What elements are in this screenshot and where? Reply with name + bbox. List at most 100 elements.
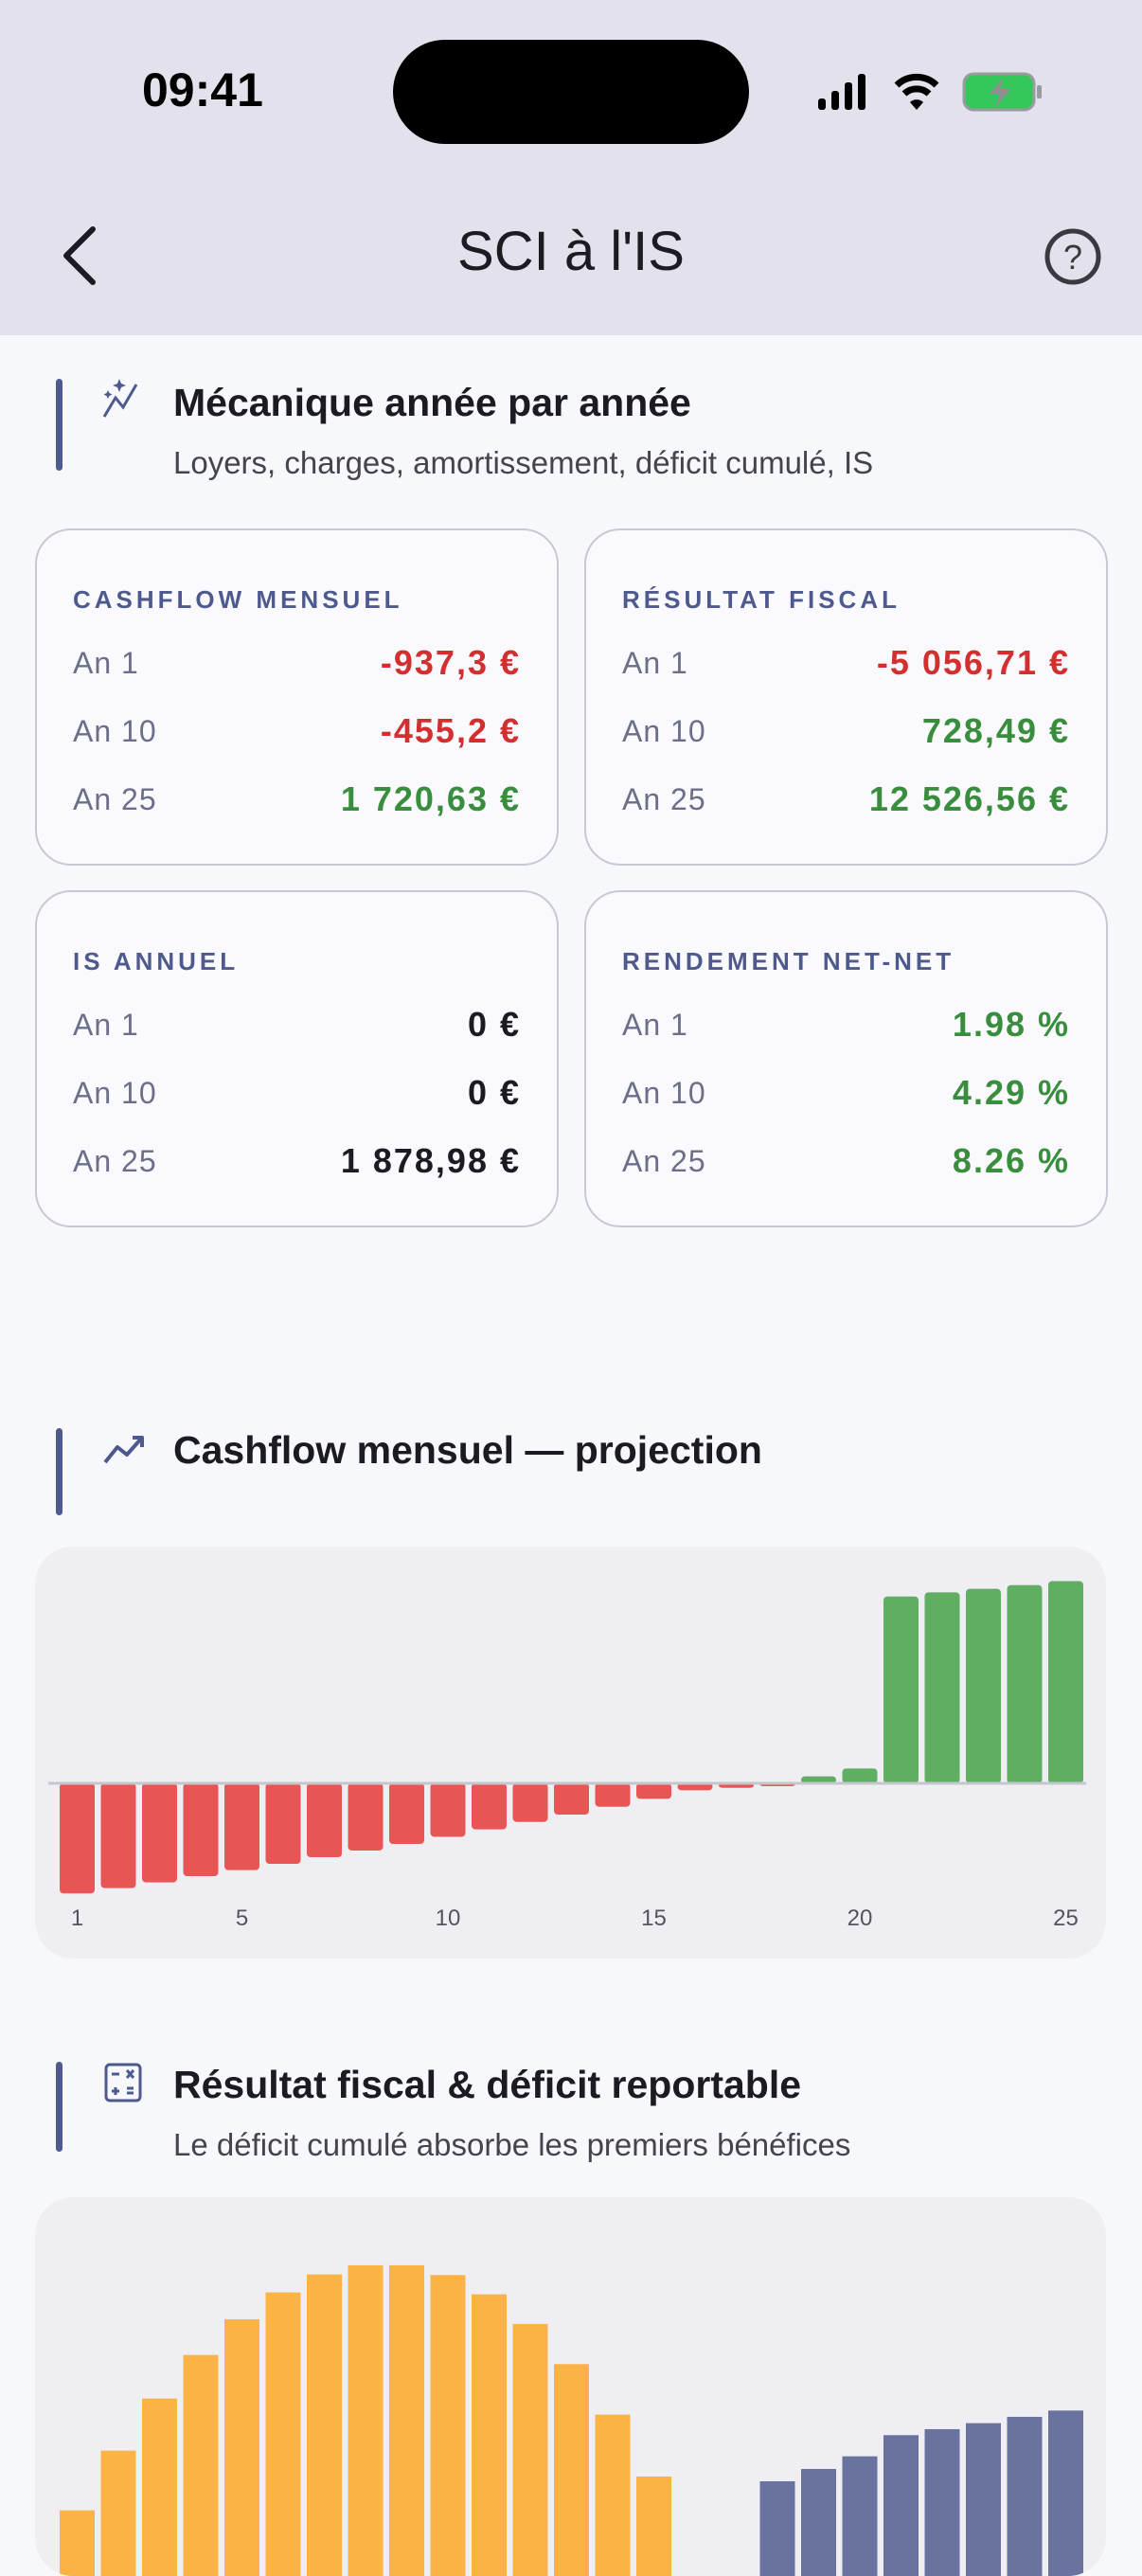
bar-year-15 — [636, 1783, 671, 1799]
x-tick-label: 20 — [848, 1905, 873, 1931]
result-bar-20 — [842, 2456, 878, 2576]
bar-year-24 — [1007, 1584, 1043, 1783]
row-year: An 10 — [622, 713, 706, 748]
bar-year-7 — [307, 1783, 342, 1858]
page-title: SCI à l'IS — [457, 221, 685, 282]
result-bar-22 — [924, 2428, 960, 2576]
x-tick-label: 10 — [436, 1905, 461, 1931]
section-accent-bar — [56, 2062, 62, 2152]
result-bar-19 — [801, 2468, 836, 2576]
cashflow-chart: 1 5 10 15 20 25 — [35, 1547, 1106, 1959]
bar-year-23 — [966, 1588, 1001, 1783]
row-value: 728,49 € — [921, 711, 1070, 750]
row-year: An 1 — [622, 645, 688, 680]
card-label: CASHFLOW MENSUEL — [73, 585, 403, 614]
section-subtitle: Le déficit cumulé absorbe les premiers b… — [173, 2127, 851, 2162]
card-row: An 10 -455,2 € — [73, 707, 521, 755]
x-tick-label: 5 — [236, 1905, 248, 1931]
card-row: An 1 0 € — [73, 1001, 521, 1048]
result-bar-21 — [883, 2435, 919, 2576]
card-row: An 1 1.98 % — [622, 1001, 1070, 1048]
help-icon[interactable]: ? — [1044, 227, 1102, 286]
section-title: Résultat fiscal & déficit reportable — [173, 2063, 802, 2106]
metric-card: CASHFLOW MENSUEL An 1 -937,3 € An 10 -455,2 … — [35, 528, 559, 866]
bar-year-2 — [100, 1783, 136, 1888]
calculator-icon — [104, 2063, 142, 2102]
bar-year-12 — [512, 1783, 548, 1822]
row-year: An 1 — [73, 1007, 139, 1042]
section-title: Cashflow mensuel — projection — [173, 1428, 762, 1472]
result-bar-18 — [759, 2480, 795, 2576]
card-label: RÉSULTAT FISCAL — [622, 585, 901, 614]
bar-year-22 — [924, 1592, 960, 1783]
result-bar-25 — [1048, 2410, 1083, 2576]
row-year: An 25 — [622, 1143, 706, 1178]
card-row: An 10 728,49 € — [622, 707, 1070, 755]
bar-year-10 — [430, 1783, 466, 1837]
row-year: An 10 — [73, 713, 157, 748]
bar-year-4 — [183, 1783, 219, 1877]
navigation-header: 09:41 SCI à l'IS ? — [0, 0, 1142, 335]
wifi-icon — [894, 73, 939, 110]
row-value: -5 056,71 € — [876, 643, 1070, 682]
row-value: -937,3 € — [380, 643, 521, 682]
bar-year-21 — [883, 1596, 919, 1783]
bar-year-5 — [224, 1783, 259, 1870]
deficit-bar-11 — [472, 2294, 507, 2576]
fiscal-result-chart — [35, 2197, 1106, 2576]
row-year: An 10 — [73, 1075, 157, 1110]
back-chevron-icon[interactable] — [57, 225, 98, 286]
bar-year-9 — [389, 1783, 424, 1845]
card-row: An 1 -5 056,71 € — [622, 639, 1070, 687]
bar-year-16 — [677, 1783, 713, 1791]
bar-year-3 — [142, 1783, 177, 1883]
row-value: 8.26 % — [952, 1141, 1070, 1180]
row-value: 12 526,56 € — [868, 779, 1070, 818]
card-row: An 10 4.29 % — [622, 1069, 1070, 1117]
dynamic-island — [393, 40, 749, 144]
row-year: An 10 — [622, 1075, 706, 1110]
bar-year-6 — [265, 1783, 301, 1864]
bar-year-25 — [1048, 1581, 1083, 1783]
x-tick-label: 15 — [641, 1905, 667, 1931]
row-value: 1 878,98 € — [340, 1141, 521, 1180]
section-subtitle: Loyers, charges, amortissement, déficit … — [173, 445, 874, 480]
row-year: An 25 — [73, 781, 157, 816]
row-year: An 25 — [73, 1143, 157, 1178]
metric-card: RENDEMENT NET-NET An 1 1.98 % An 10 4.29 % An… — [584, 890, 1108, 1227]
deficit-bar-3 — [142, 2398, 177, 2576]
deficit-bar-8 — [348, 2264, 384, 2576]
row-year: An 1 — [73, 645, 139, 680]
deficit-bar-4 — [183, 2354, 219, 2576]
row-value: 4.29 % — [952, 1073, 1070, 1112]
card-label: RENDEMENT NET-NET — [622, 947, 955, 975]
card-row: An 25 1 878,98 € — [73, 1137, 521, 1185]
card-row: An 25 8.26 % — [622, 1137, 1070, 1185]
deficit-bar-10 — [430, 2275, 466, 2576]
x-tick-label: 25 — [1053, 1905, 1079, 1931]
deficit-bar-6 — [265, 2292, 301, 2576]
result-bar-23 — [966, 2423, 1001, 2576]
status-time: 09:41 — [142, 63, 263, 116]
svg-text:?: ? — [1063, 238, 1082, 277]
fiscal-result-chart-svg — [60, 2264, 1083, 2576]
row-value: 1 720,63 € — [340, 779, 521, 818]
row-value: 1.98 % — [952, 1005, 1070, 1044]
deficit-bar-9 — [389, 2264, 424, 2576]
metric-card: RÉSULTAT FISCAL An 1 -5 056,71 € An 10 728,4… — [584, 528, 1108, 866]
cashflow-chart-svg: 1 5 10 15 20 25 — [48, 1581, 1086, 1931]
x-tick-label: 1 — [71, 1905, 83, 1931]
section-title: Mécanique année par année — [173, 381, 691, 424]
battery-charging-icon — [962, 72, 1042, 112]
card-row: An 25 12 526,56 € — [622, 776, 1070, 823]
deficit-bar-13 — [554, 2364, 589, 2576]
section-accent-bar — [56, 1428, 62, 1515]
section-accent-bar — [56, 379, 62, 471]
deficit-bar-5 — [224, 2318, 259, 2576]
deficit-bar-1 — [60, 2510, 95, 2576]
bar-year-19 — [801, 1776, 836, 1783]
bar-year-8 — [348, 1783, 384, 1851]
bar-year-13 — [554, 1783, 589, 1816]
row-year: An 25 — [622, 781, 706, 816]
result-bar-24 — [1007, 2416, 1043, 2576]
